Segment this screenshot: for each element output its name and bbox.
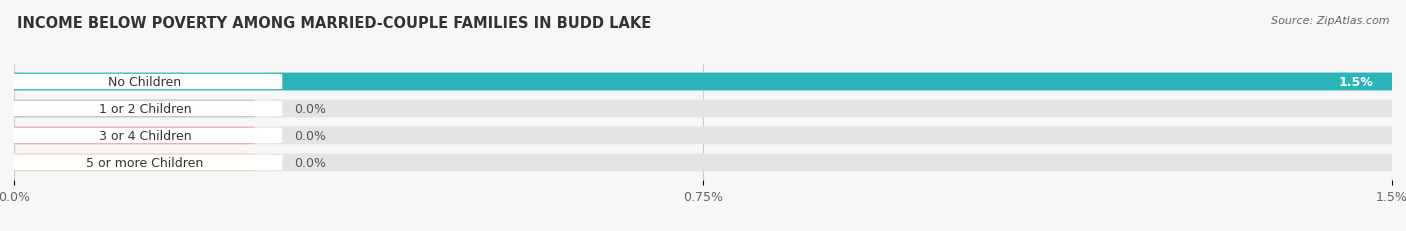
FancyBboxPatch shape [0, 73, 1406, 91]
Text: Source: ZipAtlas.com: Source: ZipAtlas.com [1271, 16, 1389, 26]
FancyBboxPatch shape [7, 155, 283, 170]
Text: 1.5%: 1.5% [1339, 76, 1374, 89]
FancyBboxPatch shape [0, 100, 1406, 118]
Text: 0.0%: 0.0% [294, 156, 326, 169]
FancyBboxPatch shape [0, 154, 254, 172]
Text: INCOME BELOW POVERTY AMONG MARRIED-COUPLE FAMILIES IN BUDD LAKE: INCOME BELOW POVERTY AMONG MARRIED-COUPL… [17, 16, 651, 31]
FancyBboxPatch shape [0, 100, 254, 118]
Text: 0.0%: 0.0% [294, 103, 326, 116]
Text: No Children: No Children [108, 76, 181, 89]
FancyBboxPatch shape [0, 127, 1406, 145]
Text: 3 or 4 Children: 3 or 4 Children [98, 129, 191, 142]
FancyBboxPatch shape [7, 74, 283, 90]
Text: 0.0%: 0.0% [294, 129, 326, 142]
FancyBboxPatch shape [7, 128, 283, 143]
Text: 5 or more Children: 5 or more Children [86, 156, 204, 169]
FancyBboxPatch shape [0, 154, 1406, 172]
FancyBboxPatch shape [7, 101, 283, 117]
FancyBboxPatch shape [0, 73, 1406, 91]
Text: 1 or 2 Children: 1 or 2 Children [98, 103, 191, 116]
FancyBboxPatch shape [0, 127, 254, 145]
